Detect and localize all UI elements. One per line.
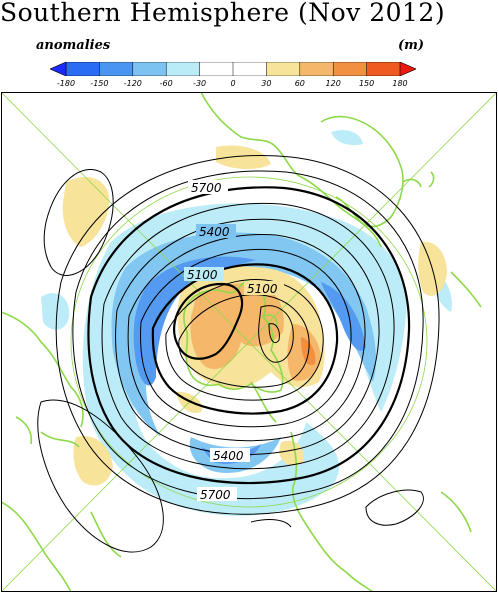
legend-tick-label: -180 <box>56 79 76 88</box>
contour-label-5100-right: 5100 <box>247 282 278 296</box>
legend-tick-label: 120 <box>325 79 341 88</box>
contour-label-5400-top: 5400 <box>199 225 230 239</box>
unit-label: (m) <box>398 38 425 53</box>
legend-cell <box>332 62 368 76</box>
contour-label-5100-left: 5100 <box>187 268 218 282</box>
contour-label-5400-bottom: 5400 <box>213 449 244 463</box>
legend-arrow-left <box>50 62 67 76</box>
coastlines <box>1 92 482 592</box>
contour-label-5700-bottom: 5700 <box>200 488 231 502</box>
legend-tick-label: 150 <box>358 79 375 88</box>
figure-title: Southern Hemisphere (Nov 2012) <box>0 0 446 27</box>
legend-tick-label: 0 <box>230 79 236 88</box>
legend-tick-label: -120 <box>123 79 142 88</box>
positive-anomaly-shading <box>62 145 447 486</box>
legend-tick-label: 30 <box>261 79 272 88</box>
legend-cell <box>299 62 334 76</box>
legend-arrow-right <box>399 62 416 76</box>
hemisphere-map: 5700 5400 5100 5100 5400 5700 <box>1 92 497 592</box>
legend-tick-label: -150 <box>90 79 109 88</box>
legend-tick-label: 60 <box>294 79 305 88</box>
contour-label-5700-top: 5700 <box>191 181 222 195</box>
legend-cell <box>99 62 134 76</box>
meridian-lines <box>1 92 497 592</box>
anomalies-label: anomalies <box>36 38 111 53</box>
legend-cell <box>132 62 167 76</box>
legend-tick-label: 180 <box>392 79 408 88</box>
height-contours <box>37 155 440 553</box>
legend-cell <box>232 62 267 76</box>
legend-cell <box>165 62 201 76</box>
legend-cell <box>266 62 301 76</box>
legend-tick-label: -30 <box>193 79 207 88</box>
legend-cell <box>65 62 100 76</box>
legend-cell <box>366 62 401 76</box>
legend-cell <box>199 62 234 76</box>
legend-tick-label: -60 <box>159 79 173 88</box>
contour-labels: 5700 5400 5100 5100 5400 5700 <box>184 180 284 502</box>
latitude-circle <box>70 176 428 508</box>
color-scale-bar <box>50 62 416 76</box>
